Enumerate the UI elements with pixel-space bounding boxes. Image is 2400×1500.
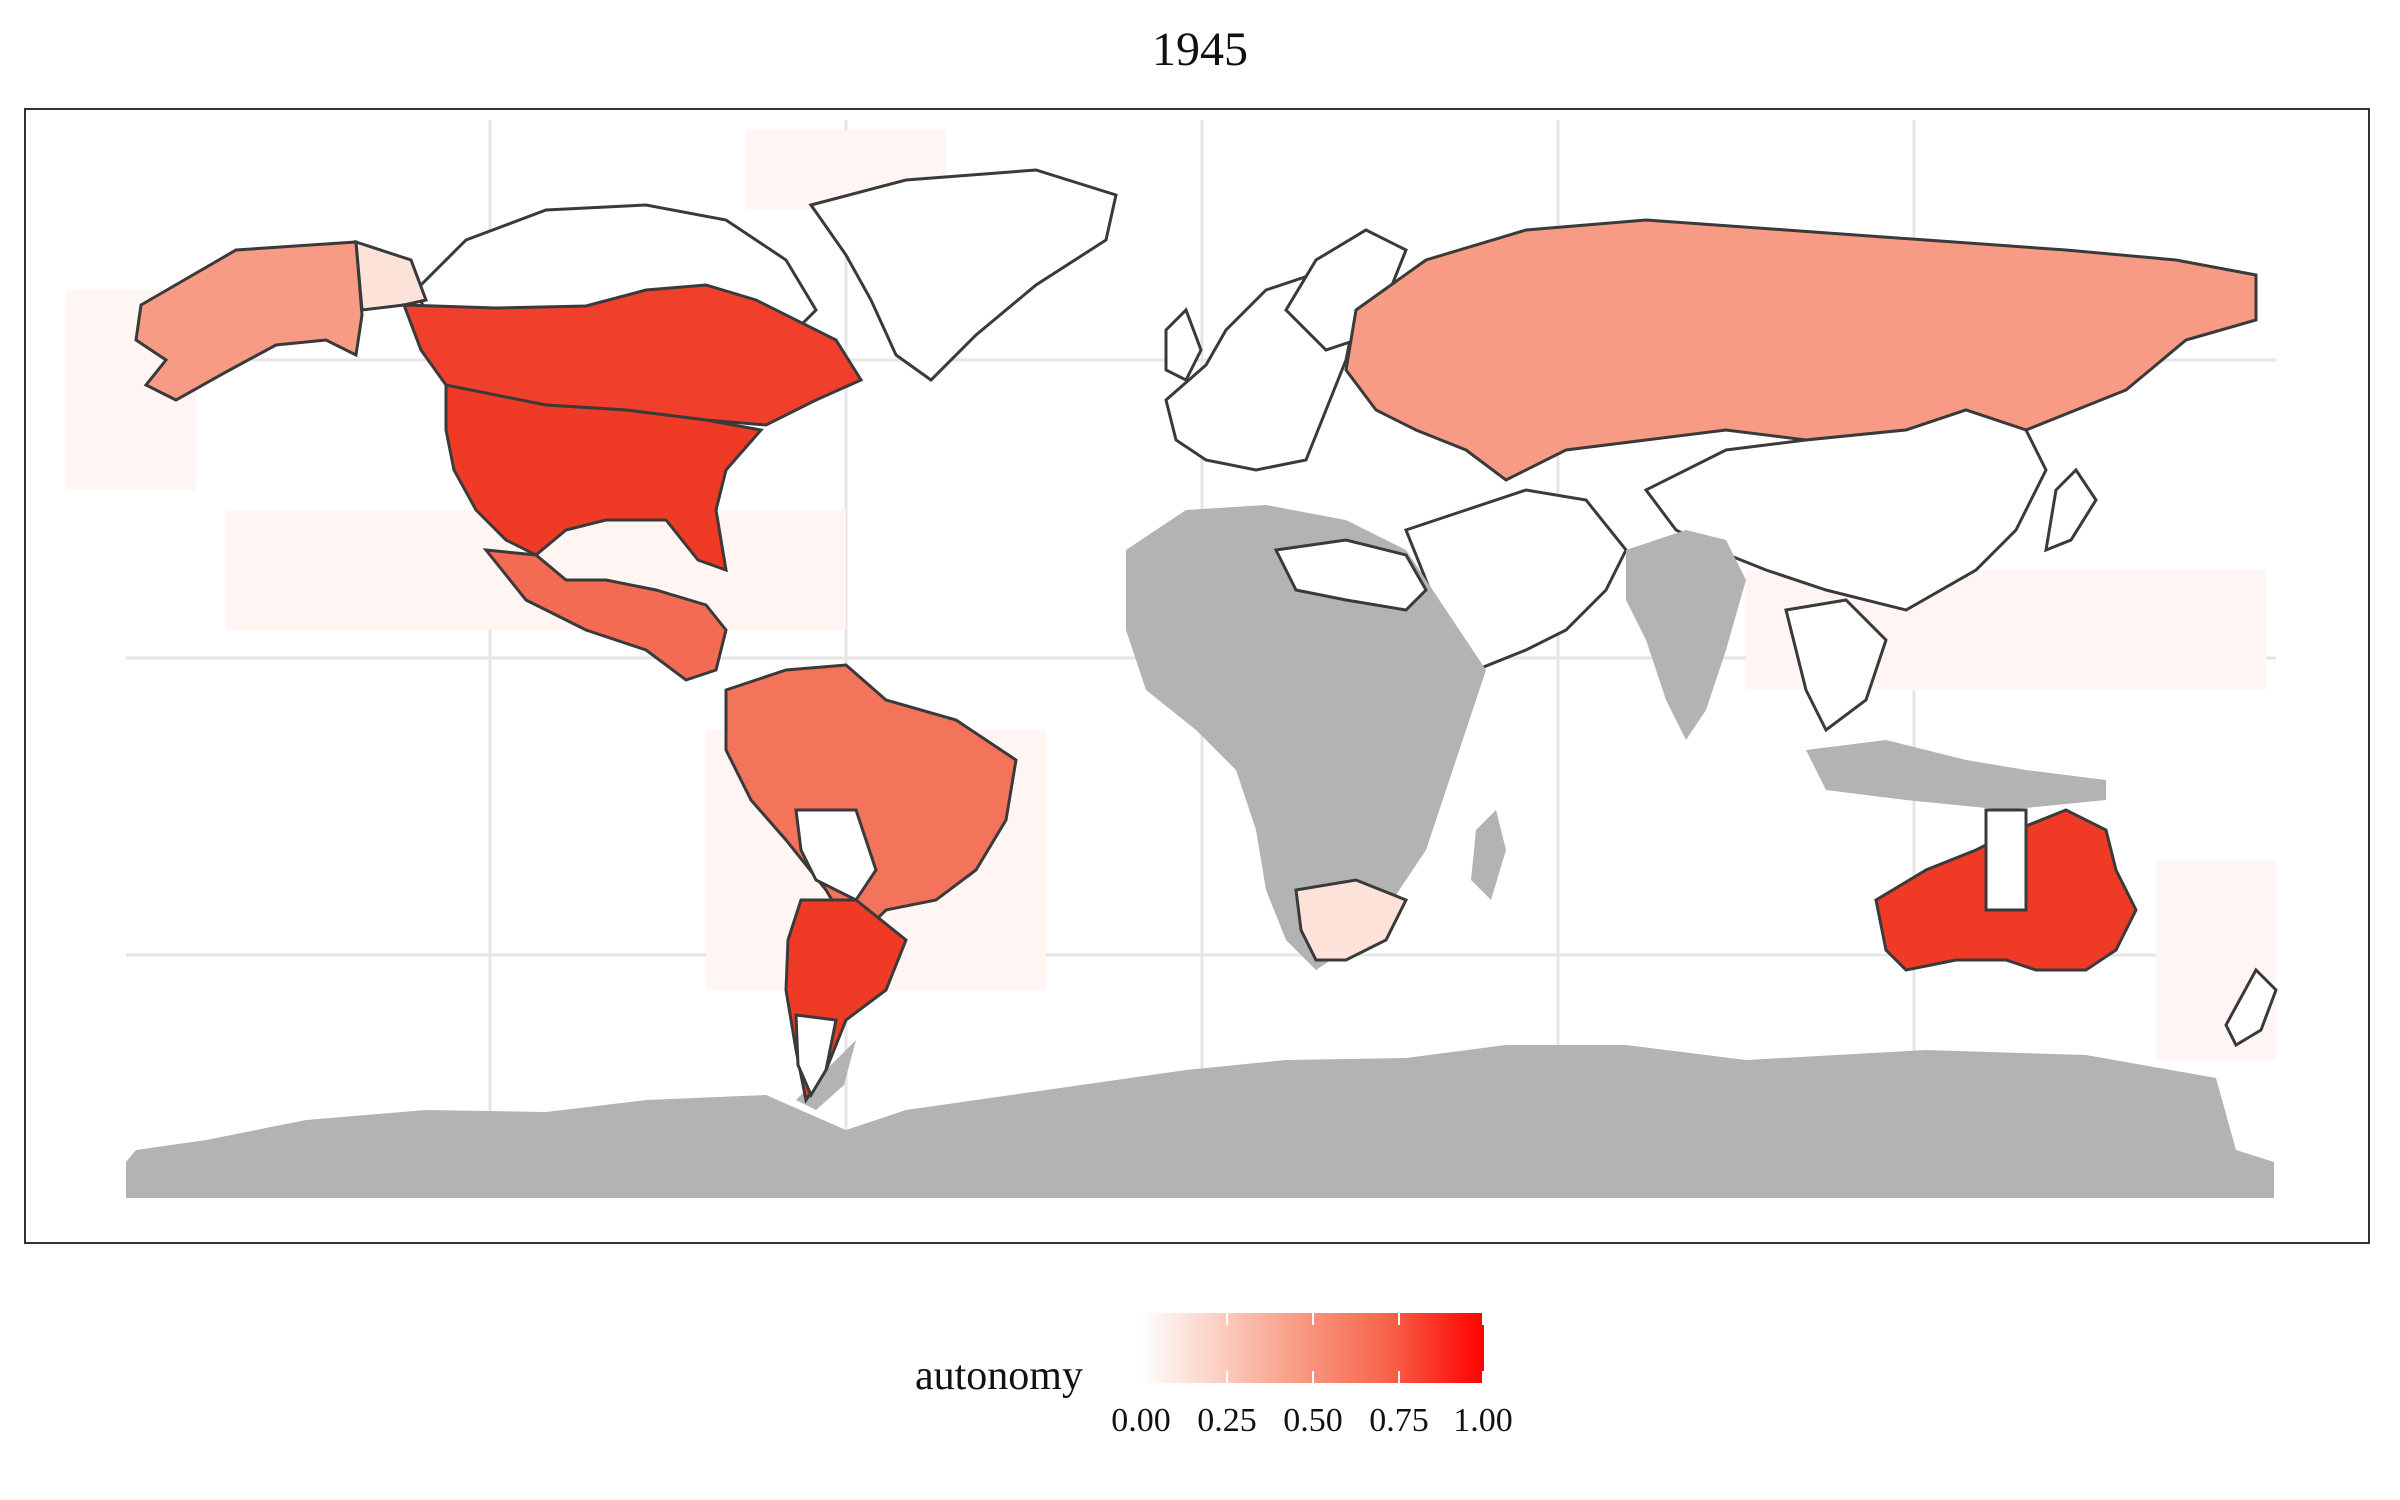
- india: [1626, 530, 1746, 740]
- antarctica: [126, 1045, 2274, 1198]
- world-map: [66, 120, 2278, 1198]
- greenland: [808, 168, 1118, 382]
- legend-label-1: 0.25: [1197, 1402, 1257, 1439]
- madagascar: [1471, 810, 1506, 900]
- legend-label-4: 1.00: [1453, 1402, 1513, 1439]
- patagonia: [794, 1013, 838, 1099]
- usa: [444, 383, 764, 573]
- legend-tick: [1226, 1313, 1228, 1325]
- legend-label-0: 0.00: [1111, 1402, 1171, 1439]
- new-zealand: [2224, 967, 2278, 1048]
- uk: [1164, 307, 1203, 383]
- alaska: [134, 240, 364, 402]
- legend-tick: [1398, 1313, 1400, 1325]
- south-africa: [1294, 878, 1409, 962]
- legend-tick: [1482, 1371, 1484, 1383]
- legend-label-2: 0.50: [1283, 1402, 1343, 1439]
- legend-tick: [1140, 1313, 1142, 1325]
- map-title: 1945: [1152, 23, 1248, 76]
- south-america-north: [724, 663, 1018, 943]
- japan: [2044, 467, 2098, 553]
- scandinavia: [1284, 228, 1408, 352]
- africa: [1126, 505, 1486, 970]
- legend-tick: [1312, 1313, 1314, 1325]
- indonesia: [1806, 740, 2106, 810]
- mexico: [482, 548, 728, 682]
- northern-territory: [1984, 808, 2028, 912]
- north-africa: [1273, 538, 1428, 612]
- ussr: [1344, 218, 2258, 482]
- legend-tick: [1398, 1371, 1400, 1383]
- legend-label-3: 0.75: [1369, 1402, 1429, 1439]
- legend-tick: [1226, 1371, 1228, 1383]
- southeast-asia: [1784, 598, 1888, 733]
- legend-tick: [1482, 1313, 1484, 1325]
- legend-tick: [1312, 1371, 1314, 1383]
- yukon: [354, 239, 429, 312]
- map-panel: [24, 108, 2370, 1244]
- legend-title: autonomy: [915, 1353, 1083, 1399]
- legend-tick: [1140, 1371, 1142, 1383]
